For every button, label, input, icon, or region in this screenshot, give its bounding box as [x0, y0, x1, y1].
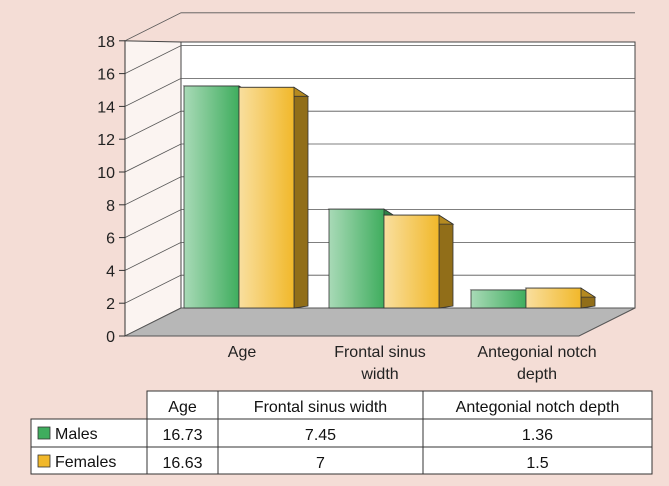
gridline-16 — [124, 45, 635, 74]
y-tick-label-14: 14 — [97, 99, 115, 116]
x-category-label-2-0: Antegonial notch — [477, 344, 596, 361]
table-cell-females-1: 7 — [316, 455, 325, 472]
table-cell-males-1: 7.45 — [305, 427, 336, 444]
gridline-6 — [124, 209, 635, 238]
table-cell-females-0: 16.63 — [162, 455, 202, 472]
bar-females-2 — [525, 287, 582, 309]
bar-females-1 — [383, 214, 440, 309]
gridline-14 — [124, 78, 635, 107]
legend-label-males: Males — [55, 426, 98, 443]
legend-swatch-females — [37, 454, 51, 468]
y-tick-label-12: 12 — [97, 132, 115, 149]
chart-side-wall — [124, 40, 182, 337]
table-border — [30, 390, 653, 475]
table-cell-females-2: 1.5 — [526, 455, 548, 472]
gridline-8 — [124, 176, 635, 206]
y-tick-label-16: 16 — [97, 67, 115, 84]
table-cell-males-2: 1.36 — [522, 427, 553, 444]
gridline-4 — [124, 241, 635, 271]
y-tick-label-8: 8 — [106, 198, 115, 215]
x-category-label-2-1: depth — [517, 366, 557, 383]
table-header-bg — [147, 391, 652, 419]
y-tick-label-4: 4 — [106, 263, 115, 280]
bar-females-0 — [238, 86, 295, 309]
chart-floor — [124, 307, 636, 337]
table-header-0: Age — [168, 399, 197, 416]
data-table: Age Frontal sinus width Antegonial notch d… — [30, 390, 653, 475]
bar-males-1 — [328, 208, 385, 309]
bar-males-0 — [183, 85, 240, 309]
x-category-label-0-0: Age — [228, 344, 257, 361]
legend-swatch-males — [37, 426, 51, 440]
table-header-1: Frontal sinus width — [254, 399, 387, 416]
x-category-label-1-0: Frontal sinus — [334, 344, 426, 361]
legend-label-females: Females — [55, 454, 116, 471]
gridline-10 — [124, 143, 635, 173]
y-tick-label-18: 18 — [97, 34, 115, 51]
table-header-2: Antegonial notch depth — [456, 399, 620, 416]
y-tick-label-10: 10 — [97, 165, 115, 182]
y-tick-label-6: 6 — [106, 231, 115, 248]
gridline-2 — [124, 274, 635, 304]
bar-side-females-0 — [293, 86, 309, 309]
bar-side-females-1 — [438, 214, 454, 309]
x-category-label-1-1: width — [360, 366, 398, 383]
table-cell-males-0: 16.73 — [162, 427, 202, 444]
gridline-18 — [124, 12, 635, 42]
bar-males-2 — [470, 289, 527, 309]
gridline-12 — [124, 110, 635, 140]
y-tick-label-2: 2 — [106, 296, 115, 313]
y-tick-label-0: 0 — [106, 329, 115, 346]
